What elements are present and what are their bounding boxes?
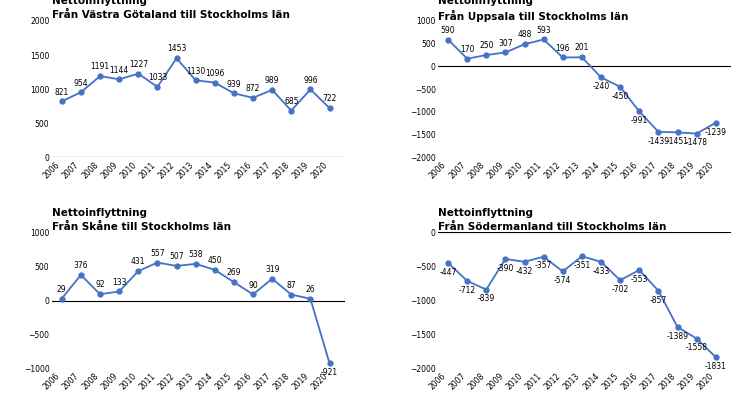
Text: 1191: 1191 [90, 62, 110, 71]
Text: 196: 196 [556, 44, 570, 53]
Text: -991: -991 [630, 116, 648, 125]
Text: -857: -857 [650, 295, 667, 305]
Text: 1227: 1227 [129, 60, 148, 69]
Text: Nettoinflyttning: Nettoinflyttning [52, 208, 147, 218]
Text: 538: 538 [189, 250, 203, 259]
Text: 954: 954 [74, 78, 88, 88]
Text: 87: 87 [286, 281, 296, 290]
Text: 996: 996 [303, 76, 318, 85]
Text: 319: 319 [265, 265, 280, 274]
Text: -1831: -1831 [705, 362, 727, 371]
Text: -240: -240 [592, 82, 609, 91]
Text: 488: 488 [517, 31, 532, 39]
Text: -921: -921 [321, 368, 338, 377]
Text: -351: -351 [573, 261, 591, 270]
Text: 872: 872 [246, 84, 260, 93]
Text: 1130: 1130 [186, 67, 205, 75]
Text: -390: -390 [497, 264, 514, 273]
Text: -1478: -1478 [686, 138, 708, 147]
Text: -450: -450 [612, 92, 629, 101]
Text: 26: 26 [306, 285, 316, 294]
Text: 450: 450 [207, 256, 222, 265]
Text: 307: 307 [498, 39, 513, 48]
Text: 90: 90 [248, 281, 258, 290]
Text: Nettoinflyttning: Nettoinflyttning [52, 0, 147, 6]
Text: 593: 593 [536, 26, 551, 35]
Text: 201: 201 [574, 44, 589, 52]
Text: 170: 170 [460, 45, 474, 54]
Text: -574: -574 [554, 276, 571, 285]
Text: 92: 92 [95, 280, 105, 290]
Text: Från Södermanland till Stockholms län: Från Södermanland till Stockholms län [439, 221, 667, 232]
Text: -432: -432 [516, 266, 533, 276]
Text: Från Västra Götaland till Stockholms län: Från Västra Götaland till Stockholms län [52, 10, 290, 20]
Text: -712: -712 [459, 286, 476, 295]
Text: -447: -447 [439, 268, 457, 277]
Text: 431: 431 [131, 257, 145, 266]
Text: 1453: 1453 [167, 44, 186, 54]
Text: 685: 685 [284, 97, 298, 106]
Text: 1144: 1144 [110, 65, 129, 75]
Text: -839: -839 [477, 294, 495, 303]
Text: Från Uppsala till Stockholms län: Från Uppsala till Stockholms län [439, 10, 629, 22]
Text: -1389: -1389 [666, 332, 689, 341]
Text: 250: 250 [479, 41, 494, 50]
Text: 821: 821 [54, 88, 69, 96]
Text: 269: 269 [227, 269, 241, 277]
Text: Nettoinflyttning: Nettoinflyttning [439, 208, 533, 218]
Text: 376: 376 [74, 261, 88, 270]
Text: 557: 557 [150, 249, 165, 258]
Text: 722: 722 [322, 94, 336, 103]
Text: -702: -702 [612, 285, 629, 294]
Text: 29: 29 [57, 285, 66, 294]
Text: Från Skåne till Stockholms län: Från Skåne till Stockholms län [52, 221, 231, 232]
Text: -1451: -1451 [666, 137, 689, 146]
Text: Nettoinflyttning: Nettoinflyttning [439, 0, 533, 6]
Text: 507: 507 [169, 252, 184, 261]
Text: -1239: -1239 [705, 127, 727, 137]
Text: -553: -553 [630, 275, 648, 284]
Text: -433: -433 [592, 266, 609, 276]
Text: 133: 133 [112, 278, 126, 287]
Text: 1033: 1033 [148, 73, 167, 82]
Text: 1096: 1096 [205, 69, 225, 78]
Text: 939: 939 [227, 80, 241, 88]
Text: -357: -357 [535, 261, 552, 270]
Text: 989: 989 [265, 76, 280, 85]
Text: 590: 590 [441, 26, 455, 35]
Text: -1558: -1558 [686, 343, 708, 352]
Text: -1439: -1439 [648, 137, 669, 145]
